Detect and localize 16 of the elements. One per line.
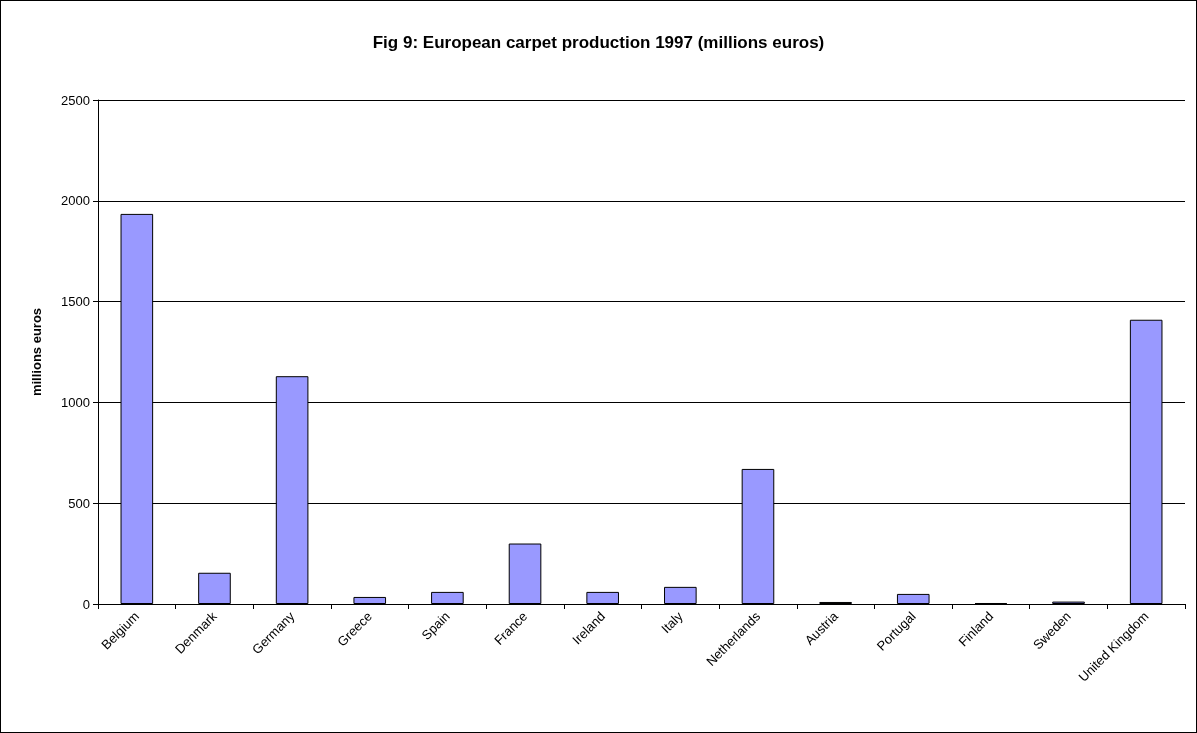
- bar: [353, 596, 387, 604]
- y-tick-label: 2500: [61, 92, 90, 108]
- bar: [508, 543, 542, 604]
- y-tick-label: 0: [82, 596, 90, 612]
- chart-title: Fig 9: European carpet production 1997 (millions euros): [372, 33, 825, 52]
- y-tick-label: 1000: [61, 394, 90, 410]
- x-tick-label: Italy: [658, 608, 686, 637]
- y-tick-label: 2000: [61, 193, 90, 209]
- bar: [198, 572, 231, 604]
- y-axis-title: millions euros: [29, 307, 44, 397]
- bar: [431, 591, 464, 604]
- bar: [586, 591, 619, 604]
- bar: [896, 593, 930, 604]
- y-tick-label: 1500: [61, 294, 90, 310]
- bar: [664, 586, 697, 604]
- y-tick-label: 500: [68, 495, 90, 511]
